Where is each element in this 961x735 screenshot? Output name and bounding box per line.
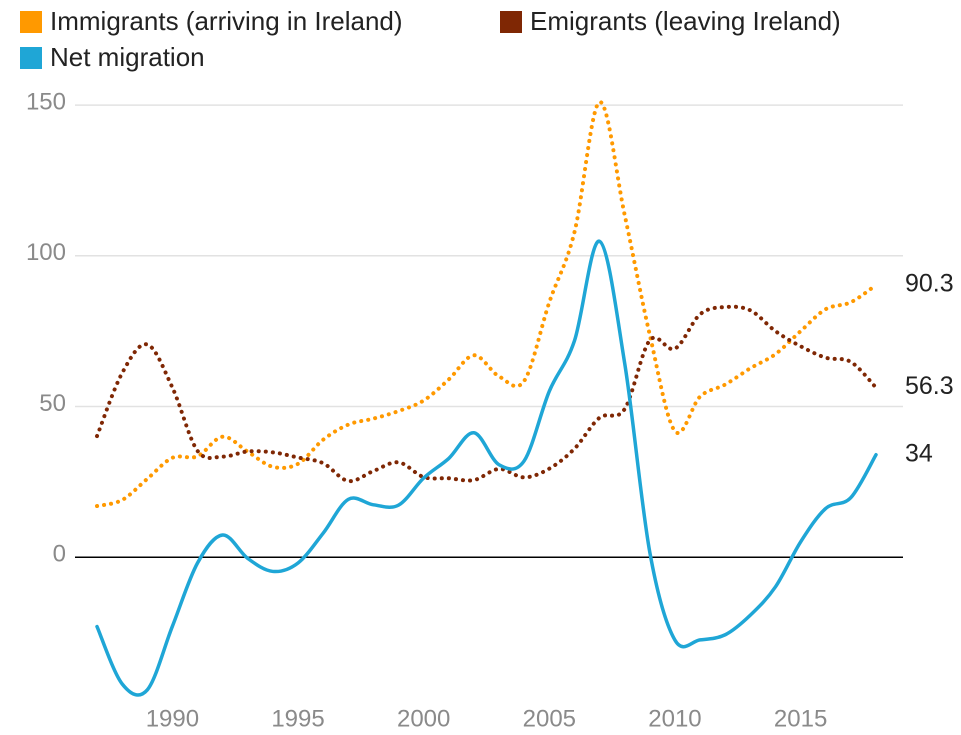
x-tick-label: 2010 <box>648 705 701 732</box>
y-tick-label: 50 <box>39 390 66 417</box>
end-label: 34 <box>905 439 933 467</box>
series-line <box>95 100 878 509</box>
legend-swatch <box>500 11 522 33</box>
end-label: 90.3 <box>905 270 954 298</box>
x-tick-label: 2005 <box>523 705 576 732</box>
x-tick-label: 2015 <box>774 705 827 732</box>
end-label: 56.3 <box>905 372 954 400</box>
y-tick-label: 150 <box>26 88 66 115</box>
series-line <box>95 239 878 697</box>
legend-swatch <box>20 11 42 33</box>
legend-swatch <box>20 47 42 69</box>
x-tick-label: 1995 <box>271 705 324 732</box>
legend-label: Net migration <box>50 42 205 72</box>
series-line <box>95 304 878 484</box>
x-tick-label: 2000 <box>397 705 450 732</box>
y-tick-label: 100 <box>26 239 66 266</box>
legend-label: Emigrants (leaving Ireland) <box>530 6 841 36</box>
x-tick-label: 1990 <box>146 705 199 732</box>
y-tick-label: 0 <box>53 541 66 568</box>
legend-label: Immigrants (arriving in Ireland) <box>50 6 403 36</box>
